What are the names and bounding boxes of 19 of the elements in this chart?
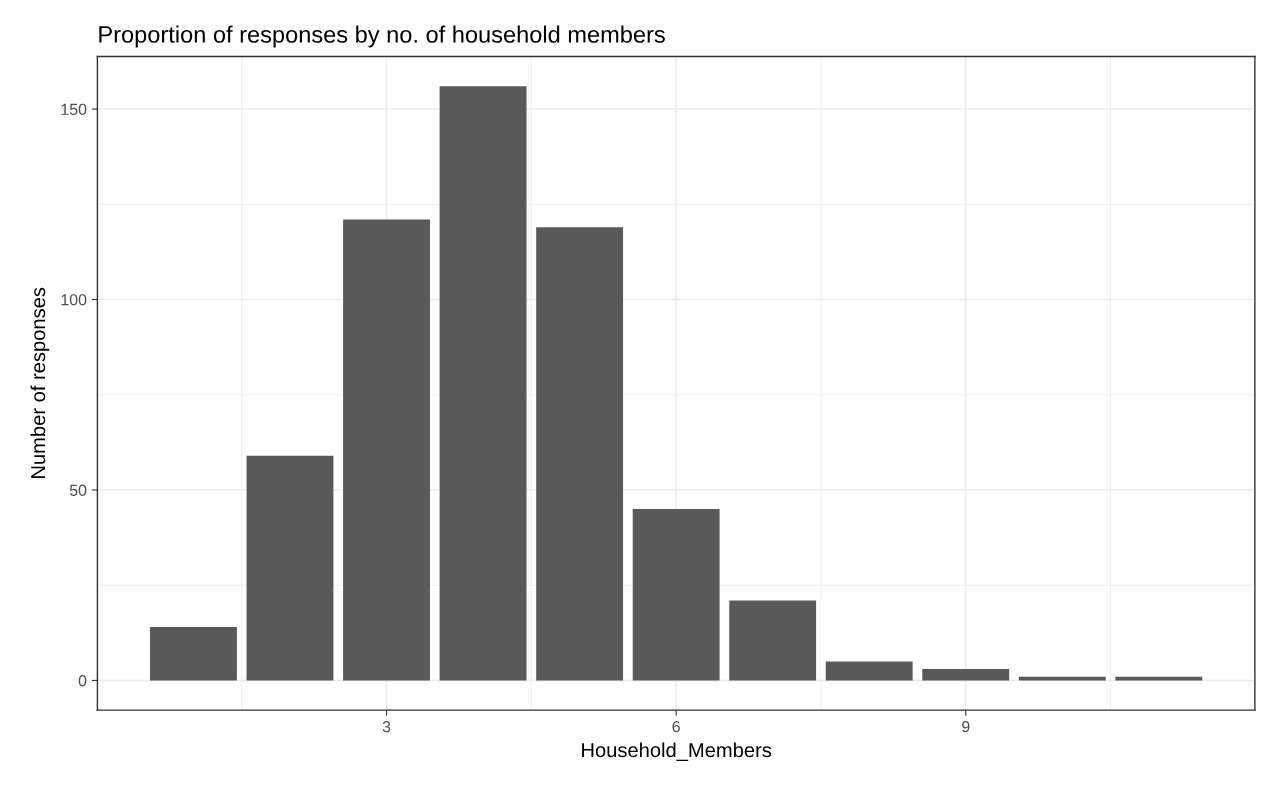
- bar: [246, 455, 334, 681]
- bar: [825, 661, 913, 681]
- x-tick-label: 6: [672, 721, 680, 733]
- y-tick-label: 100: [61, 294, 87, 306]
- bar: [439, 86, 527, 681]
- x-tick-label: 3: [382, 721, 391, 733]
- bar: [536, 227, 624, 681]
- x-axis-title: Household_Members: [582, 742, 772, 762]
- bar: [922, 669, 1010, 681]
- x-tick-label: 9: [962, 721, 970, 733]
- y-tick-label: 0: [78, 675, 87, 687]
- y-axis-title: Number of responses: [30, 287, 50, 478]
- bar: [729, 600, 817, 681]
- y-tick-label: 50: [69, 484, 87, 496]
- bar: [150, 627, 237, 681]
- bar: [343, 219, 430, 681]
- y-tick-label: 150: [61, 103, 87, 115]
- bar: [632, 509, 720, 681]
- chart-title: Proportion of responses by no. of household members: [99, 25, 665, 48]
